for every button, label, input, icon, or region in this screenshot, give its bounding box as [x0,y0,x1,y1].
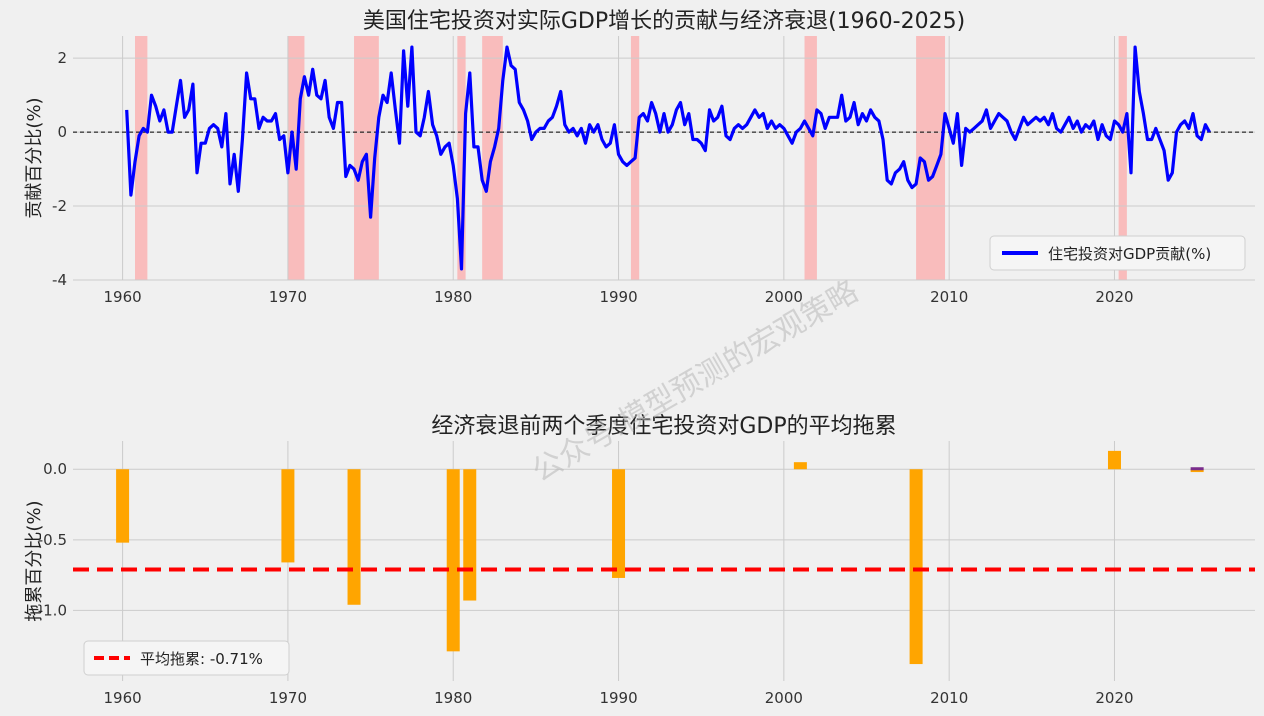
recession-band [457,36,466,280]
y-tick-label: -4 [52,271,67,289]
y-tick-label: -0.5 [38,531,67,549]
x-tick-label: 1990 [599,288,637,306]
legend-label: 住宅投资对GDP贡献(%) [1048,245,1211,263]
chart-title: 美国住宅投资对实际GDP增长的贡献与经济衰退(1960-2025) [363,9,965,34]
recession-band [804,36,817,280]
x-tick-label: 1960 [104,689,142,707]
recession-band [134,36,148,280]
x-tick-label: 2010 [930,288,968,306]
x-tick-label: 1970 [269,689,307,707]
drag-bar [347,469,361,605]
recession-band [1118,36,1127,280]
y-tick-label: -1.0 [38,601,67,619]
drag-bar [612,469,626,578]
drag-bar [116,469,130,543]
y-tick-label: 0.0 [43,460,67,478]
drag-bar [1107,450,1121,470]
x-tick-label: 1990 [599,689,637,707]
x-tick-label: 1960 [104,288,142,306]
watermark-text: 公众号:模型预测的宏观策略 [526,274,864,489]
drag-bar [793,462,807,470]
x-tick-label: 1980 [434,689,472,707]
drag-bar [446,469,460,652]
watermark: 公众号:模型预测的宏观策略 [526,274,864,489]
y-tick-label: -2 [52,197,67,215]
drag-bar [1190,469,1204,473]
y-tick-label: 0 [57,123,67,141]
legend-box [989,235,1246,271]
y-axis-label: 贡献百分比(%) [24,97,45,218]
x-tick-label: 1980 [434,288,472,306]
legend-label: 平均拖累: -0.71% [140,650,263,668]
x-tick-label: 2010 [930,689,968,707]
x-tick-label: 2000 [765,689,803,707]
y-tick-label: 2 [57,49,67,67]
series-line-residential-investment [125,45,1211,271]
x-tick-label: 2000 [765,288,803,306]
x-tick-label: 2020 [1095,288,1133,306]
legend-box [83,640,290,676]
drag-bar [463,469,477,601]
x-tick-label: 1970 [269,288,307,306]
y-axis-label: 拖累百分比(%) [24,500,45,621]
drag-bar [909,469,923,665]
chart-title: 经济衰退前两个季度住宅投资对GDP的平均拖累 [431,414,896,439]
drag-bar [281,469,295,563]
x-tick-label: 2020 [1095,689,1133,707]
drag-bar-cap [1190,467,1204,471]
